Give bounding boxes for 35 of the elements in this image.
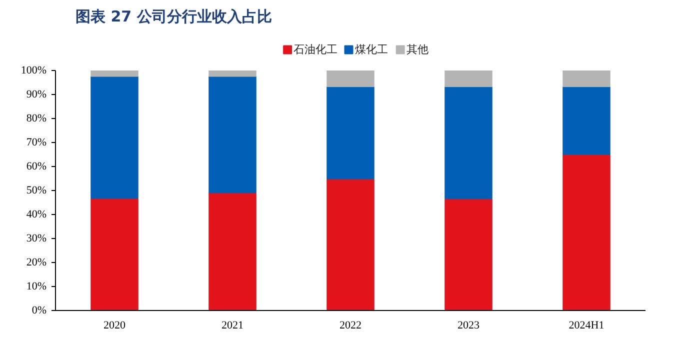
y-tick-label: 30% xyxy=(26,232,47,244)
x-tick-label: 2021 xyxy=(222,320,244,332)
y-tick-label: 80% xyxy=(26,112,47,124)
y-tick-label: 0% xyxy=(32,304,47,316)
bar xyxy=(562,86,610,155)
y-tick-label: 20% xyxy=(26,256,47,268)
y-tick-label: 90% xyxy=(26,88,47,100)
bar xyxy=(326,70,374,88)
chart-title: 图表 27 公司分行业收入占比 xyxy=(76,8,272,26)
y-tick-label: 60% xyxy=(26,160,47,172)
legend-label: 煤化工 xyxy=(354,43,388,56)
legend-label: 石油化工 xyxy=(294,43,338,56)
bar xyxy=(444,86,492,200)
legend-label: 其他 xyxy=(406,43,428,56)
bar xyxy=(90,198,138,310)
y-tick-label: 40% xyxy=(26,208,47,220)
bar xyxy=(90,76,138,198)
bar xyxy=(326,86,374,180)
y-tick-label: 100% xyxy=(20,64,47,76)
x-tick-label: 2023 xyxy=(458,320,480,332)
y-tick-label: 50% xyxy=(26,184,47,196)
y-tick-label: 70% xyxy=(26,136,47,148)
y-tick-label: 10% xyxy=(26,280,47,292)
x-tick-label: 2020 xyxy=(104,320,126,332)
bar xyxy=(562,154,610,310)
bar xyxy=(444,70,492,88)
bar xyxy=(208,76,256,194)
x-tick-label: 2024H1 xyxy=(568,320,604,332)
bar xyxy=(90,70,138,77)
bar xyxy=(562,70,610,88)
x-tick-label: 2022 xyxy=(340,320,362,332)
bar xyxy=(444,198,492,310)
bar xyxy=(208,192,256,310)
bar xyxy=(326,178,374,310)
bar xyxy=(208,70,256,77)
